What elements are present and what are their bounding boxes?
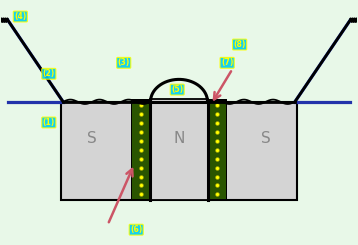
Text: (8): (8) — [233, 40, 246, 49]
Text: (3): (3) — [117, 58, 130, 67]
Text: S: S — [87, 131, 97, 146]
Bar — [131, 99, 150, 200]
Bar — [132, 102, 150, 199]
Text: (6): (6) — [130, 225, 142, 234]
Bar — [208, 102, 226, 199]
Text: (4): (4) — [14, 12, 26, 21]
Text: (2): (2) — [43, 69, 55, 78]
Text: N: N — [173, 131, 185, 146]
Bar — [150, 99, 208, 200]
Bar — [208, 99, 227, 200]
Bar — [61, 102, 297, 200]
Text: S: S — [261, 131, 271, 146]
Text: (1): (1) — [43, 118, 55, 127]
Text: (7): (7) — [221, 58, 233, 67]
Text: (5): (5) — [171, 85, 183, 94]
